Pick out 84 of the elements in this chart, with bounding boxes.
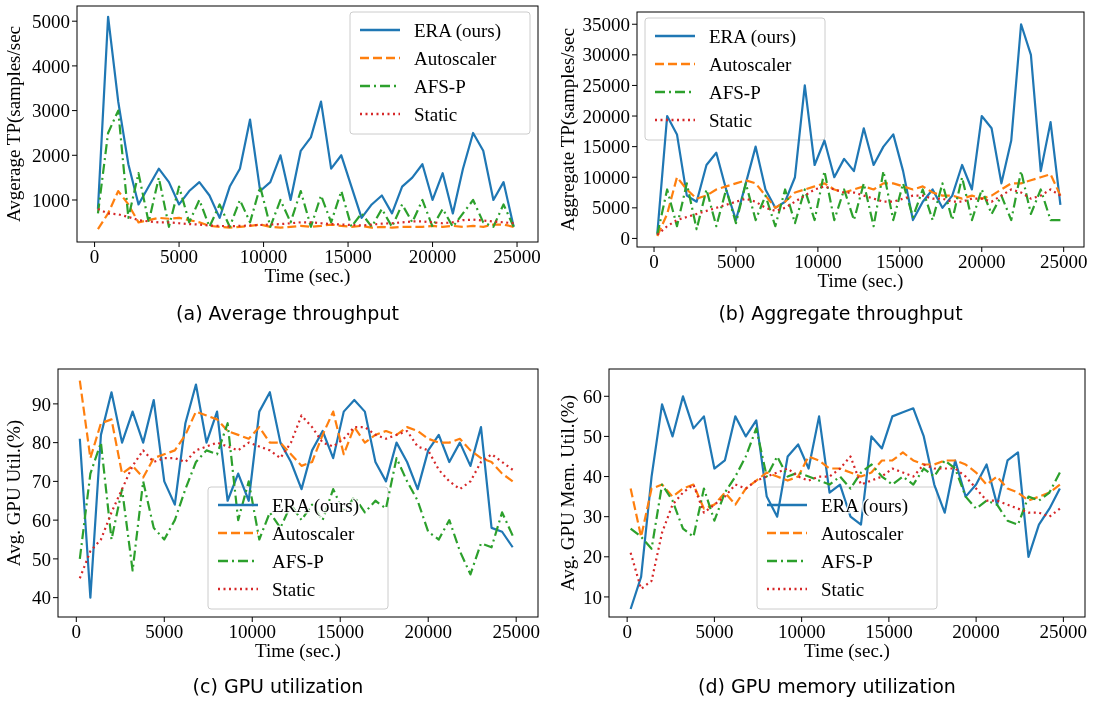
y-tick-label: 1000: [32, 189, 70, 211]
line-series: [96, 109, 515, 228]
legend-label: AFS-P: [709, 81, 761, 103]
y-tick-label: 5000: [592, 197, 630, 219]
legend-label: Static: [272, 578, 316, 600]
legend-label: ERA (ours): [709, 25, 797, 48]
x-tick-label: 5000: [145, 621, 184, 642]
x-tick-label: 15000: [316, 621, 364, 642]
x-tick-label: 15000: [324, 246, 372, 267]
x-tick-label: 20000: [958, 251, 1006, 272]
line-series: [629, 395, 1061, 611]
y-tick-label: 60: [583, 385, 602, 407]
line-series: [78, 383, 514, 599]
y-tick-label: 10: [583, 586, 602, 608]
y-tick-label: 10000: [582, 166, 630, 188]
y-tick-label: 20: [583, 546, 602, 568]
y-tick-label: 40: [32, 587, 51, 609]
x-tick-label: 15000: [876, 251, 924, 272]
x-tick-label: 0: [89, 246, 100, 267]
text: (d) GPU memory utilization: [698, 675, 956, 697]
x-tick-label: 10000: [228, 621, 276, 642]
line-series: [96, 189, 515, 231]
y-tick-label: 30: [583, 506, 602, 528]
legend-label: Static: [821, 578, 865, 600]
x-tick-label: 25000: [1039, 251, 1088, 272]
legend-label: Autoscaler: [821, 522, 904, 544]
y-tick-label: 70: [32, 471, 51, 493]
x-tick-label: 10000: [239, 246, 288, 267]
x-axis-title: Time (sec.): [804, 640, 890, 662]
y-tick-label: 15000: [582, 136, 630, 158]
y-tick-label: 3000: [32, 100, 70, 122]
legend-label: AFS-P: [414, 75, 466, 97]
y-axis-title: Avg. GPU Mem. Util.(%): [557, 395, 579, 591]
line-series: [96, 207, 515, 228]
line-series: [629, 451, 1061, 538]
y-axis-title: Aggregate TP(samples/sec: [557, 28, 579, 231]
y-tick-label: 20000: [582, 105, 630, 127]
legend-label: Autoscaler: [414, 47, 497, 69]
legend-label: Autoscaler: [709, 53, 792, 75]
y-tick-label: 25000: [582, 75, 630, 97]
y-tick-label: 4000: [32, 55, 70, 77]
x-tick-label: 25000: [1039, 621, 1088, 642]
x-tick-label: 20000: [952, 621, 1000, 642]
legend-label: AFS-P: [272, 550, 324, 572]
y-tick-label: 80: [32, 432, 51, 454]
y-tick-label: 35000: [582, 13, 630, 35]
x-tick-label: 25000: [493, 246, 541, 267]
legend-label: Autoscaler: [272, 522, 355, 544]
y-tick-label: 50: [583, 426, 602, 448]
text: (a) Average throughput: [176, 302, 399, 324]
x-axis-title: Time (sec.): [264, 265, 351, 287]
x-axis-title: Time (sec.): [817, 270, 904, 292]
x-tick-label: 5000: [160, 246, 199, 267]
x-tick-label: 10000: [794, 251, 842, 272]
text: (b) Aggregate throughput: [718, 302, 963, 324]
x-tick-label: 5000: [716, 251, 755, 272]
y-tick-label: 90: [32, 393, 51, 415]
y-tick-label: 60: [32, 509, 51, 531]
line-series: [78, 379, 514, 483]
legend-label: AFS-P: [821, 550, 873, 572]
y-axis-title: Avgerage TP(samples/sec: [3, 25, 25, 223]
y-axis-title: Avg. GPU Util.(%): [3, 419, 25, 567]
x-tick-label: 10000: [777, 621, 826, 642]
legend-label: Static: [414, 103, 458, 125]
x-axis-title: Time (sec.): [255, 640, 341, 662]
y-tick-label: 40: [583, 466, 602, 488]
x-tick-label: 20000: [404, 621, 452, 642]
legend-label: Static: [709, 109, 753, 131]
text: (c) GPU utilization: [192, 675, 364, 697]
x-tick-label: 20000: [408, 246, 457, 267]
y-tick-label: 5000: [32, 10, 70, 32]
y-tick-label: 0: [620, 228, 630, 250]
legend-label: ERA (ours): [414, 19, 502, 42]
x-tick-label: 0: [649, 251, 659, 272]
y-tick-label: 2000: [32, 144, 70, 166]
line-series: [656, 23, 1062, 235]
x-tick-label: 5000: [695, 621, 734, 642]
line-series: [96, 15, 515, 228]
x-tick-label: 15000: [865, 621, 913, 642]
line-series: [656, 185, 1062, 236]
y-tick-label: 50: [32, 548, 51, 570]
line-series: [629, 427, 1061, 550]
y-tick-label: 30000: [582, 44, 630, 66]
x-tick-label: 25000: [492, 621, 540, 642]
